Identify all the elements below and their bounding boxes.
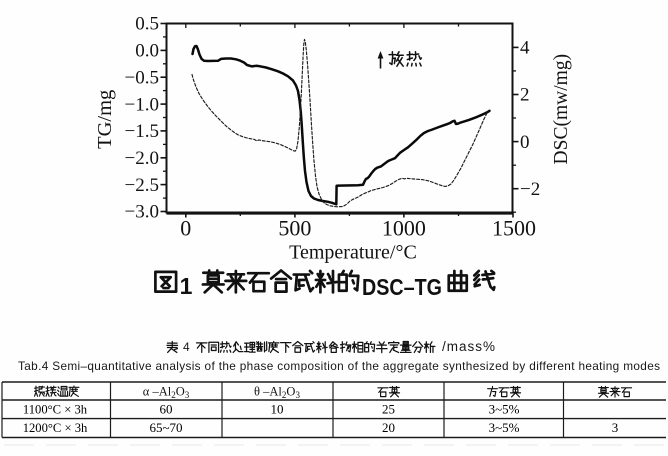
svg-text:0: 0 [180, 216, 191, 241]
svg-text:1500: 1500 [492, 216, 536, 241]
svg-text:Tab.4 Semi–quantitative analys: Tab.4 Semi–quantitative analysis of the … [18, 359, 660, 373]
svg-text:20: 20 [382, 420, 395, 435]
svg-text:1: 1 [180, 273, 193, 299]
svg-text:−3.0: −3.0 [125, 202, 159, 223]
svg-text:−0.5: −0.5 [125, 67, 159, 88]
svg-text:−1.0: −1.0 [125, 94, 159, 115]
svg-text:1200°C × 3h: 1200°C × 3h [23, 421, 88, 435]
svg-text:3~5%: 3~5% [489, 420, 520, 435]
svg-text:500: 500 [278, 216, 311, 241]
svg-text:Temperature/°C: Temperature/°C [289, 242, 417, 264]
svg-text:α –Al2O3: α –Al2O3 [143, 385, 190, 401]
svg-text:θ –Al2O3: θ –Al2O3 [254, 385, 300, 401]
svg-text:−1.5: −1.5 [125, 121, 159, 142]
svg-text:DSC–TG: DSC–TG [362, 274, 442, 300]
svg-text:−2.5: −2.5 [125, 175, 159, 196]
svg-text:60: 60 [160, 402, 173, 417]
svg-text:3: 3 [612, 420, 619, 435]
svg-text:−2.0: −2.0 [125, 148, 159, 169]
svg-text:3~5%: 3~5% [489, 402, 520, 417]
svg-text:4: 4 [183, 340, 190, 354]
svg-text:TG/mg: TG/mg [94, 90, 116, 149]
svg-text:0: 0 [520, 132, 530, 153]
svg-text:1100°C × 3h: 1100°C × 3h [23, 403, 88, 417]
svg-text:0.0: 0.0 [135, 41, 159, 62]
svg-text:DSC(mw/mg): DSC(mw/mg) [551, 54, 572, 165]
svg-text:−2: −2 [520, 179, 540, 200]
svg-text:25: 25 [382, 402, 395, 417]
svg-text:65~70: 65~70 [149, 420, 182, 435]
svg-text:4: 4 [520, 38, 530, 59]
svg-text:2: 2 [520, 85, 530, 106]
svg-text:10: 10 [271, 402, 284, 417]
svg-text:0.5: 0.5 [135, 14, 159, 35]
svg-text:/mass%: /mass% [442, 339, 495, 354]
svg-text:1000: 1000 [382, 216, 426, 241]
